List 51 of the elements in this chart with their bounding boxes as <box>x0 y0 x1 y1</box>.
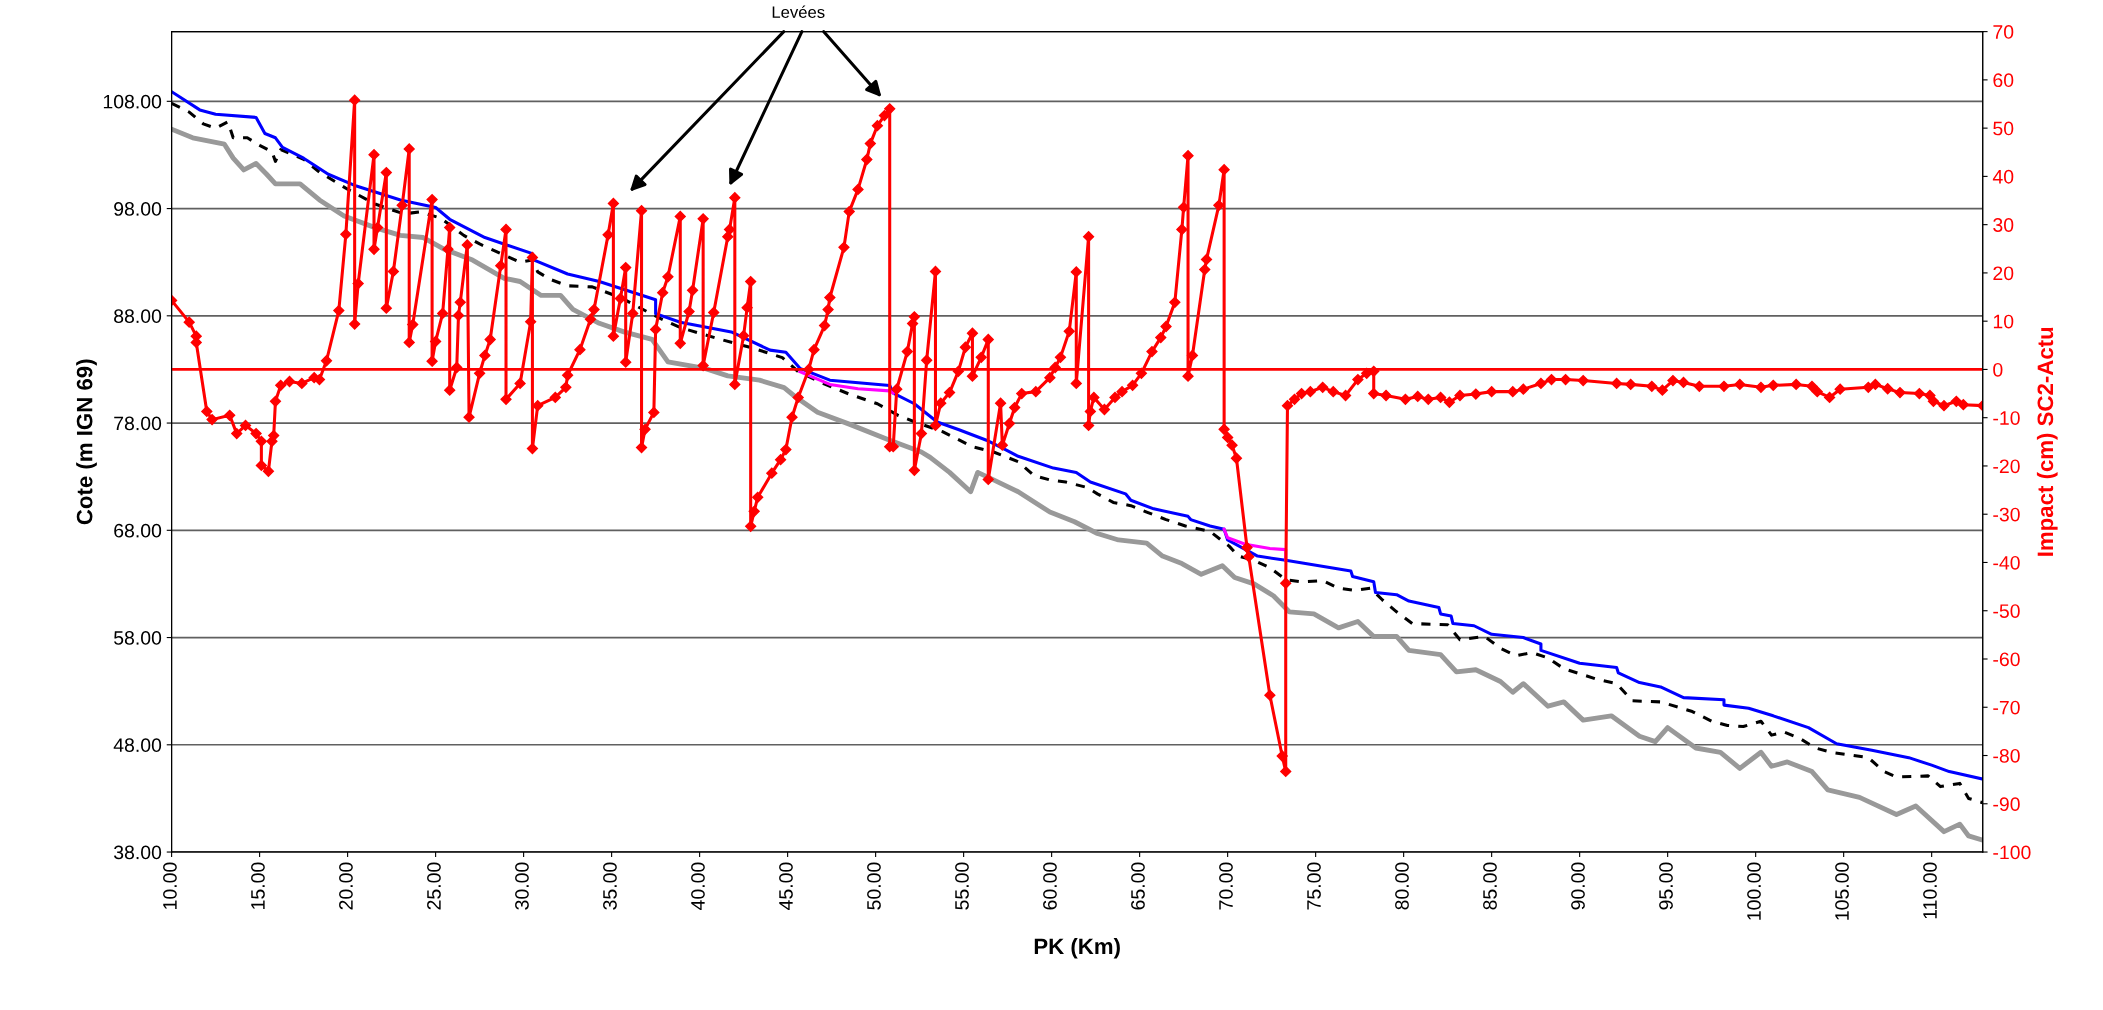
x-tick-label: 90.00 <box>1571 862 1585 910</box>
y2-tick-label: 20 <box>1993 266 2014 281</box>
y2-tick-label: -100 <box>1993 845 2031 860</box>
y2-tick-label: 0 <box>1993 362 2003 377</box>
y2-tick-label: 60 <box>1993 73 2014 88</box>
x-tick-label: 20.00 <box>339 862 353 910</box>
x-tick-label: 50.00 <box>867 862 881 910</box>
x-tick-label: 100.00 <box>1747 862 1761 920</box>
x-tick-label: 80.00 <box>1395 862 1409 910</box>
y-tick-label: 108.00 <box>103 94 162 109</box>
x-tick-label: 95.00 <box>1659 862 1673 910</box>
y2-tick-label: -10 <box>1993 411 2020 425</box>
y-tick-label: 68.00 <box>114 523 162 538</box>
y-tick-label: 48.00 <box>113 738 162 753</box>
x-tick-label: 40.00 <box>691 862 705 910</box>
y-tick-label: 38.00 <box>113 845 162 860</box>
text: Levées <box>772 5 825 19</box>
y2-tick-label: -60 <box>1993 652 2020 667</box>
y2-tick-label: 30 <box>1993 218 2014 232</box>
x-tick-label: 30.00 <box>515 862 529 910</box>
x-tick-label: 60.00 <box>1043 862 1057 910</box>
x-tick-label: 55.00 <box>955 862 969 910</box>
y2-tick-label: 10 <box>1993 314 2014 329</box>
y2-tick-label: -90 <box>1993 797 2020 812</box>
y2-tick-label: -30 <box>1993 507 2020 522</box>
y-tick-label: 98.00 <box>114 202 162 216</box>
y2-tick-label: 40 <box>1992 169 2014 184</box>
x-tick-label: 25.00 <box>427 862 441 910</box>
x-tick-label: 10.00 <box>163 862 177 909</box>
y-tick-label: 88.00 <box>114 309 162 324</box>
x-tick-label: 15.00 <box>251 862 265 909</box>
y2-tick-label: 70 <box>1993 25 2014 39</box>
y2-tick-label: 50 <box>1993 121 2014 136</box>
y2-tick-label: -80 <box>1993 748 2020 763</box>
x-tick-label: 65.00 <box>1131 862 1145 910</box>
y-axis-title: Cote (m IGN 69) <box>76 359 97 525</box>
x-tick-label: 105.00 <box>1835 862 1849 920</box>
x-tick-label: 75.00 <box>1307 862 1321 910</box>
y2-tick-label: -20 <box>1993 459 2020 474</box>
y2-tick-label: -40 <box>1993 555 2020 570</box>
x-tick-label: 85.00 <box>1483 862 1497 910</box>
x-tick-label: 70.00 <box>1219 862 1233 910</box>
y2-tick-label: -70 <box>1993 700 2020 715</box>
x-tick-label: 35.00 <box>603 862 617 910</box>
x-axis-title: PK (Km) <box>1034 937 1120 959</box>
x-tick-label: 110.00 <box>1923 862 1937 919</box>
x-tick-label: 45.00 <box>779 862 793 910</box>
y2-tick-label: -50 <box>1993 604 2020 618</box>
y-tick-label: 78.00 <box>114 416 162 431</box>
y2-axis-title: Impact (cm) SC2-Actu <box>2036 327 2058 556</box>
y-tick-label: 58.00 <box>114 631 162 645</box>
